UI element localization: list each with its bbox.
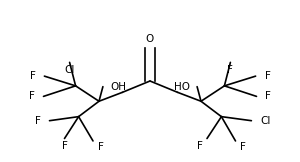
Text: F: F	[98, 142, 103, 152]
Text: F: F	[240, 142, 246, 152]
Text: F: F	[28, 91, 34, 101]
Text: F: F	[61, 141, 68, 151]
Text: F: F	[196, 141, 202, 151]
Text: HO: HO	[174, 82, 190, 92]
Text: Cl: Cl	[64, 65, 75, 75]
Text: F: F	[265, 71, 271, 81]
Text: F: F	[29, 71, 35, 81]
Text: Cl: Cl	[260, 116, 271, 126]
Text: F: F	[34, 116, 40, 126]
Text: OH: OH	[110, 82, 126, 92]
Text: F: F	[266, 91, 272, 101]
Text: F: F	[227, 65, 233, 75]
Text: O: O	[146, 34, 154, 44]
